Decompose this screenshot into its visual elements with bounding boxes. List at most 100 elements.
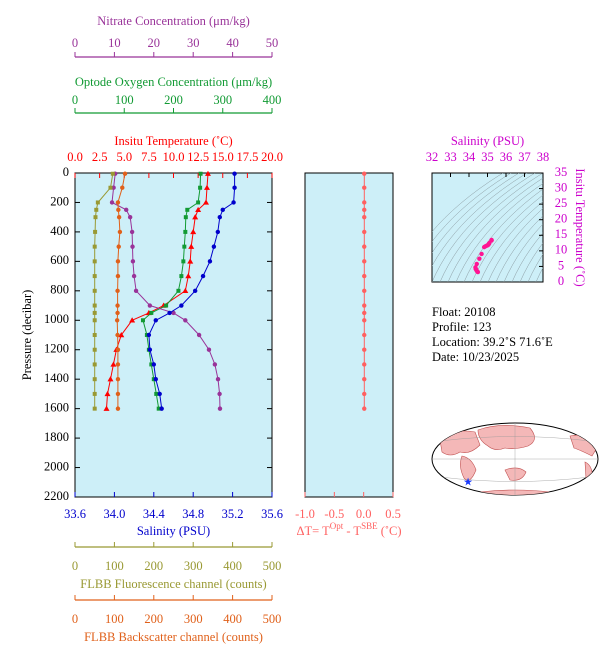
data-point [183, 229, 188, 234]
x-tick-label: 400 [223, 612, 242, 626]
data-point [111, 185, 116, 190]
data-point [362, 273, 367, 279]
data-point [185, 207, 190, 212]
data-point [475, 269, 481, 275]
data-point [362, 376, 367, 382]
density-contour [463, 188, 543, 282]
y-tick-label: 1000 [44, 312, 69, 326]
data-point [179, 274, 184, 279]
density-contour [432, 173, 512, 243]
x-tick-label: 17.5 [236, 150, 258, 164]
x-tick-label: 0 [72, 559, 78, 573]
x-tick-label: 200 [164, 93, 183, 107]
x-tick-label: 0 [72, 36, 78, 50]
x-tick-label: 200 [144, 612, 163, 626]
x-tick-label: 10.0 [163, 150, 185, 164]
series [362, 171, 367, 411]
data-point [362, 318, 367, 323]
y-tick-label: 5 [558, 258, 564, 272]
data-point [179, 303, 184, 308]
density-contour [447, 177, 543, 282]
y-tick-label: 600 [50, 253, 69, 267]
data-point [164, 303, 169, 308]
density-contour [432, 173, 528, 267]
x-tick-label: 0 [72, 93, 78, 107]
x-tick-label: 34 [463, 150, 476, 164]
data-point [149, 310, 154, 315]
x-tick-label: 0.5 [385, 507, 401, 521]
data-point [220, 207, 225, 213]
data-point [110, 361, 117, 367]
data-point [147, 347, 153, 352]
density-contour [503, 223, 543, 282]
data-point [116, 207, 121, 213]
data-point [115, 376, 121, 382]
y-tick-label: 20 [555, 212, 568, 226]
x-tick-label: 100 [115, 93, 134, 107]
data-point [116, 244, 121, 249]
x-tick-label: 0.0 [67, 150, 83, 164]
x-tick-label: 35 [481, 150, 494, 164]
data-point [151, 362, 156, 367]
data-point [176, 288, 181, 293]
data-point [200, 273, 206, 279]
data-point [204, 170, 211, 176]
data-point [195, 206, 202, 213]
data-point [198, 171, 203, 176]
x-axis-title: Insitu Temperature (˚C) [114, 134, 232, 148]
x-axis-title: Nitrate Concentration (μm/kg) [97, 14, 250, 28]
data-point [93, 215, 98, 220]
data-point [92, 310, 97, 315]
data-point [115, 362, 121, 367]
data-point [129, 229, 135, 235]
x-tick-label: 400 [223, 559, 242, 573]
x-tick-label: 500 [263, 612, 282, 626]
data-point [92, 259, 97, 264]
data-point [217, 406, 223, 411]
data-point [92, 391, 97, 396]
data-point [362, 303, 367, 308]
data-point [481, 244, 487, 250]
data-point [115, 259, 121, 264]
y-tick-label: 1400 [44, 371, 69, 385]
data-point [203, 199, 210, 205]
y-axis-title: Insitu Temperature (˚C) [573, 168, 587, 286]
y-tick-label: 15 [555, 227, 568, 241]
data-point [362, 288, 367, 294]
data-point [362, 171, 367, 176]
data-point [157, 391, 162, 397]
data-point [140, 318, 145, 323]
data-point [92, 377, 97, 382]
data-point [107, 376, 114, 382]
x-axis-title-part: ΔT= T [296, 524, 330, 538]
y-tick-label: 35 [555, 165, 568, 179]
x-tick-label: 7.5 [141, 150, 157, 164]
x-axis-title-part: SBE [361, 521, 378, 531]
data-point [183, 215, 188, 220]
x-axis-title-part: Opt [330, 521, 344, 531]
density-contour [471, 194, 543, 282]
x-tick-label: 15.0 [212, 150, 234, 164]
data-point [362, 310, 367, 316]
data-point [93, 229, 98, 234]
data-point [474, 261, 479, 267]
x-tick-label: 38 [537, 150, 550, 164]
y-tick-label: 2200 [44, 489, 69, 503]
info-line: Location: 39.2˚S 71.6˚E [432, 335, 553, 349]
data-point [153, 318, 158, 323]
data-point [231, 200, 236, 205]
density-contour [511, 232, 543, 282]
graticule [432, 423, 598, 495]
density-contour [479, 201, 543, 282]
x-tick-label: 0 [72, 612, 78, 626]
data-point [187, 258, 194, 264]
data-point [232, 171, 237, 176]
data-point [156, 406, 161, 411]
data-point [95, 200, 100, 205]
series [103, 170, 211, 411]
data-point [114, 318, 120, 323]
data-point [192, 288, 198, 294]
data-point [108, 185, 113, 190]
x-tick-label: 300 [184, 612, 203, 626]
density-contour [495, 215, 543, 282]
